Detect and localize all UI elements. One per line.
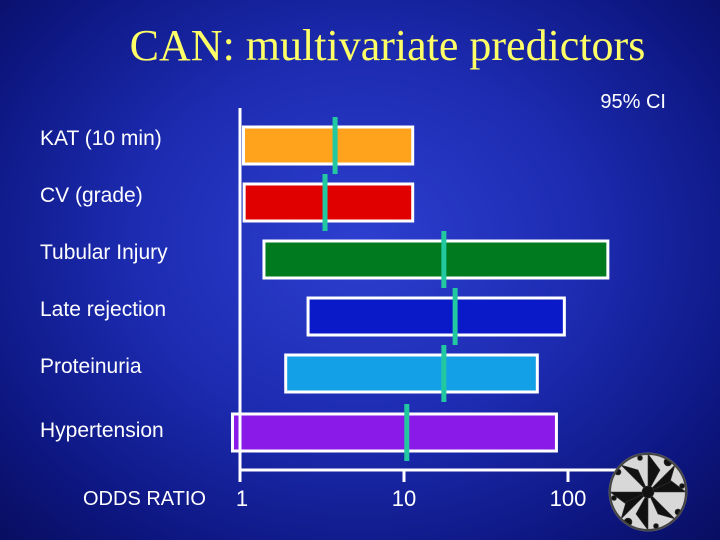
slide-title: CAN: multivariate predictors [129,21,646,70]
axis: 1 10 100 [236,108,618,511]
x-tick-label-1: 1 [236,486,248,511]
ci-bar-tubular-injury [262,239,610,280]
row-label-proteinuria: Proteinuria [40,355,142,378]
row-label-tubular-injury: Tubular Injury [40,241,168,264]
x-tick-label-10: 10 [392,486,416,511]
escher-circle-emblem [608,452,688,532]
x-axis-title: ODDS RATIO [83,488,206,510]
ci-bar-late-rejection [306,296,566,337]
ci-label: 95% CI [600,91,666,113]
ci-bar-cv-grade [242,182,415,223]
ci-bars [230,117,610,461]
row-labels: KAT (10 min) CV (grade) Tubular Injury Late… [40,127,168,442]
ci-bar-kat-10-min [241,125,415,166]
ci-bar-hypertension [230,412,558,453]
x-tick-label-100: 100 [550,486,587,511]
row-label-cv-grade: CV (grade) [40,184,143,207]
row-label-late-rejection: Late rejection [40,298,166,321]
row-label-kat-10-min: KAT (10 min) [40,127,162,150]
row-label-hypertension: Hypertension [40,419,164,442]
ci-bar-proteinuria [284,353,539,394]
